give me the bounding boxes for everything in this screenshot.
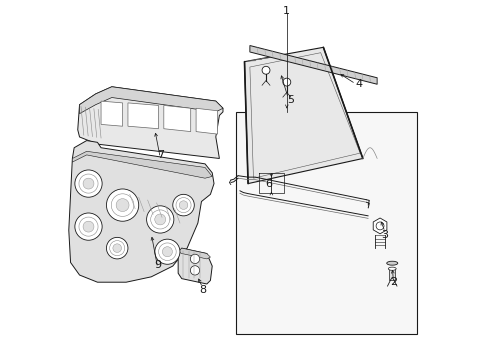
Circle shape bbox=[83, 221, 94, 232]
Polygon shape bbox=[69, 140, 214, 282]
Polygon shape bbox=[163, 105, 190, 132]
Polygon shape bbox=[372, 218, 386, 234]
Text: 8: 8 bbox=[199, 285, 205, 295]
Circle shape bbox=[190, 266, 199, 275]
Polygon shape bbox=[80, 87, 223, 114]
Circle shape bbox=[116, 199, 129, 212]
Text: 7: 7 bbox=[156, 150, 163, 160]
Text: 6: 6 bbox=[265, 179, 272, 189]
Circle shape bbox=[155, 239, 180, 264]
Polygon shape bbox=[196, 108, 217, 134]
Text: 9: 9 bbox=[154, 260, 161, 270]
Circle shape bbox=[155, 214, 165, 225]
Circle shape bbox=[83, 178, 94, 189]
Text: 2: 2 bbox=[389, 277, 396, 287]
Text: 3: 3 bbox=[381, 230, 388, 239]
Ellipse shape bbox=[387, 267, 395, 270]
Ellipse shape bbox=[386, 261, 397, 265]
Circle shape bbox=[106, 189, 139, 221]
Polygon shape bbox=[128, 103, 158, 129]
Circle shape bbox=[146, 206, 174, 233]
Circle shape bbox=[162, 247, 172, 257]
Circle shape bbox=[190, 254, 199, 264]
Circle shape bbox=[179, 201, 187, 210]
Text: 1: 1 bbox=[283, 6, 290, 16]
Polygon shape bbox=[78, 87, 223, 158]
Text: 4: 4 bbox=[355, 79, 362, 89]
Polygon shape bbox=[178, 248, 210, 259]
Polygon shape bbox=[72, 151, 212, 178]
Polygon shape bbox=[388, 269, 394, 280]
Bar bbox=[235, 112, 416, 334]
Circle shape bbox=[172, 194, 194, 216]
Polygon shape bbox=[244, 47, 362, 184]
Circle shape bbox=[75, 213, 102, 240]
Circle shape bbox=[113, 244, 121, 252]
Text: 5: 5 bbox=[287, 95, 294, 105]
Circle shape bbox=[75, 170, 102, 197]
Polygon shape bbox=[101, 101, 122, 126]
Circle shape bbox=[282, 78, 290, 86]
Polygon shape bbox=[249, 45, 376, 84]
Circle shape bbox=[106, 237, 128, 259]
Circle shape bbox=[262, 66, 269, 74]
Polygon shape bbox=[178, 248, 212, 284]
